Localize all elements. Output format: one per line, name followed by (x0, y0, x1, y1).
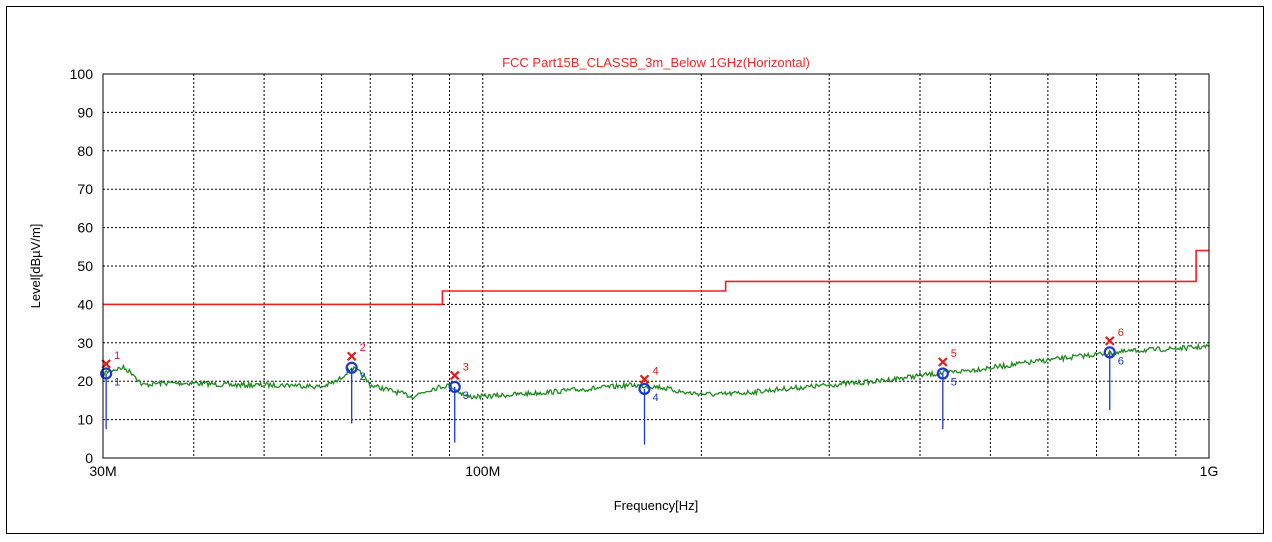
peak-marker-label: 4 (652, 365, 658, 377)
qp-marker-label: 4 (652, 392, 658, 404)
y-tick-label: 90 (77, 104, 93, 120)
peak-marker-cross (449, 370, 460, 381)
x-tick-label: 1G (1200, 463, 1219, 479)
plot-border (102, 73, 1210, 459)
qp-marker-circle (936, 367, 949, 380)
qp-marker-circle (345, 361, 358, 374)
qp-marker-label: 3 (463, 390, 469, 402)
y-tick-label: 60 (77, 220, 93, 236)
trace-path (102, 342, 1210, 401)
y-tick-label: 100 (70, 66, 94, 82)
y-tick-label: 80 (77, 143, 93, 159)
x-tick-label: 100M (465, 463, 500, 479)
qp-marker-label: 2 (360, 371, 366, 383)
marker-2: 22 (345, 342, 366, 424)
y-tick-label: 40 (77, 296, 93, 312)
marker-3: 33 (448, 361, 469, 443)
y-tick-label: 30 (77, 335, 93, 351)
qp-marker-label: 6 (1118, 355, 1124, 367)
emission-trace (102, 342, 1210, 401)
y-axis-label: Level[dBµV/m] (28, 224, 43, 309)
limit-line (103, 249, 1209, 306)
y-tick-label: 50 (77, 258, 93, 274)
y-tick-labels: 0 10 20 30 40 50 60 70 80 90 100 (70, 66, 94, 466)
marker-6: 66 (1103, 327, 1124, 410)
qp-marker-label: 5 (951, 377, 957, 389)
marker-5: 55 (936, 348, 957, 430)
x-axis-label: Frequency[Hz] (614, 498, 699, 513)
y-tick-label: 20 (77, 373, 93, 389)
qp-marker-label: 1 (114, 377, 120, 389)
peak-marker-cross (346, 351, 357, 362)
peak-marker-label: 3 (463, 361, 469, 373)
grid-lines (103, 74, 1209, 458)
peak-marker-label: 1 (114, 350, 120, 362)
peak-marker-cross (1104, 336, 1115, 346)
y-tick-label: 10 (77, 412, 93, 428)
peak-marker-label: 2 (360, 342, 366, 354)
x-tick-label: 30M (89, 463, 116, 479)
chart-title: FCC Part15B_CLASSB_3m_Below 1GHz(Horizon… (502, 55, 810, 70)
peak-marker-cross (938, 357, 948, 367)
y-tick-label: 70 (77, 181, 93, 197)
marker-4: 44 (638, 365, 659, 445)
limit-line-path (103, 249, 1209, 306)
peak-marker-label: 5 (951, 348, 957, 360)
peak-marker-label: 6 (1118, 327, 1124, 339)
peak-marker-cross (639, 374, 650, 385)
x-tick-labels: 30M 100M 1G (89, 463, 1218, 479)
qp-marker-circle (638, 382, 651, 395)
qp-marker-circle (448, 380, 461, 394)
qp-marker-circle (100, 367, 113, 380)
qp-marker-circle (1103, 346, 1116, 359)
y-tick-label: 0 (85, 450, 93, 466)
